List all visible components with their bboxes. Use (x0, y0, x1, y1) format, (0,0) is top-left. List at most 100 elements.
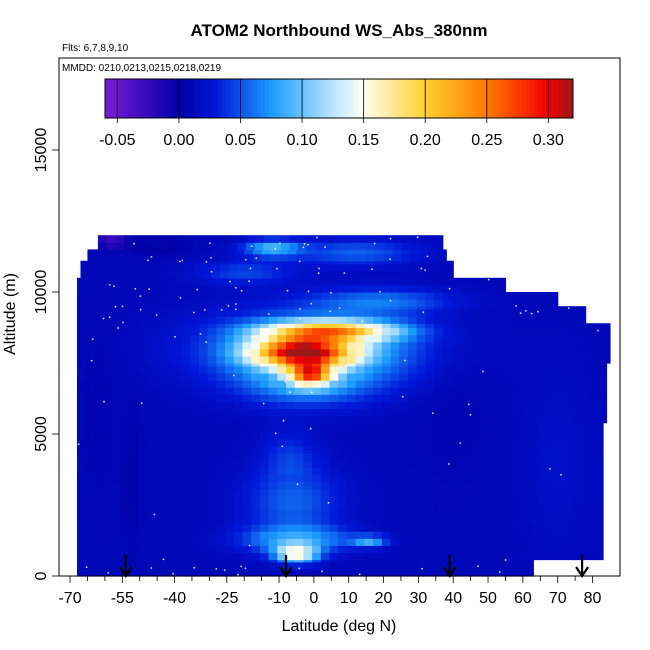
heatmap-cell (251, 348, 261, 357)
heatmap-cell (172, 348, 183, 357)
heatmap-cell (137, 538, 148, 546)
sample-point (318, 267, 320, 270)
colorbar-tick-label: 0.20 (410, 132, 441, 149)
heatmap-cell (233, 460, 244, 468)
heatmap-cell (346, 538, 357, 546)
heatmap-cell (164, 394, 174, 402)
heatmap-cell (207, 509, 217, 518)
heatmap-cell (94, 306, 104, 310)
heatmap-cell (289, 270, 299, 279)
heatmap-cell (286, 327, 296, 336)
heatmap-cell (190, 365, 200, 374)
colorbar-segment (307, 79, 313, 118)
heatmap-cell (268, 401, 278, 410)
heatmap-cell (582, 415, 592, 424)
heatmap-cell (146, 372, 156, 381)
heatmap-cell (373, 380, 383, 388)
heatmap-cell (555, 334, 566, 343)
heatmap-cell (407, 502, 418, 511)
heatmap-cell (390, 323, 400, 329)
heatmap-cell (338, 401, 348, 410)
heatmap-cell (468, 408, 479, 417)
heatmap-cell (259, 355, 270, 364)
heatmap-cell (555, 309, 566, 317)
heatmap-cell (434, 284, 444, 293)
heatmap-cell (346, 509, 357, 518)
heatmap-cell (329, 431, 339, 440)
heatmap-cell (346, 422, 357, 426)
heatmap-cell (242, 488, 252, 497)
heatmap-cell (381, 524, 392, 532)
colorbar-segment (237, 79, 242, 118)
heatmap-cell (582, 306, 587, 310)
heatmap-cell (468, 516, 479, 525)
heatmap-cell (251, 292, 261, 300)
heatmap-cell (181, 408, 191, 417)
heatmap-cell (590, 453, 601, 461)
heatmap-cell (340, 253, 350, 262)
heatmap-cell (355, 394, 365, 402)
heatmap-cell (590, 445, 601, 454)
heatmap-cell (346, 524, 357, 532)
heatmap-cell (146, 422, 156, 426)
heatmap-cell (338, 365, 348, 374)
sample-point (179, 297, 182, 299)
heatmap-cell (219, 260, 230, 265)
heatmap-cell (442, 481, 453, 490)
heatmap-cell (233, 481, 244, 490)
heatmap-cell (555, 495, 566, 504)
heatmap-cell (442, 552, 453, 561)
heatmap-cell (418, 249, 428, 255)
heatmap-cell (158, 263, 169, 272)
heatmap-cell (390, 431, 400, 440)
heatmap-cell (434, 467, 444, 475)
heatmap-cell (216, 559, 226, 563)
heatmap-cell (303, 568, 313, 577)
heatmap-cell (129, 355, 139, 364)
heatmap-cell (564, 552, 574, 561)
heatmap-cell (251, 524, 261, 532)
heatmap-cell (503, 316, 514, 324)
heatmap-cell (120, 363, 130, 367)
heatmap-cell (538, 299, 548, 307)
heatmap-cell (141, 235, 151, 243)
heatmap-cell (416, 415, 426, 424)
heatmap-cell (320, 453, 331, 461)
heatmap-cell (94, 372, 104, 381)
heatmap-cell (294, 292, 305, 300)
heatmap-cell (129, 531, 139, 539)
heatmap-cell (425, 372, 435, 381)
heatmap-cell (341, 270, 352, 279)
heatmap-cell (392, 249, 402, 255)
heatmap-cell (416, 474, 426, 483)
heatmap-cell (512, 422, 522, 426)
heatmap-cell (486, 445, 496, 454)
heatmap-cell (442, 284, 453, 293)
heatmap-cell (190, 495, 200, 504)
heatmap-cell (259, 284, 270, 293)
heatmap-cell (364, 524, 374, 532)
heatmap-cell (346, 323, 357, 329)
heatmap-cell (120, 316, 130, 324)
heatmap-cell (468, 453, 479, 461)
heatmap-cell (390, 341, 400, 350)
heatmap-cell (312, 545, 322, 554)
heatmap-cell (364, 538, 374, 546)
heatmap-cell (111, 424, 122, 433)
heatmap-cell (442, 438, 453, 447)
heatmap-cell (529, 372, 540, 381)
heatmap-cell (407, 460, 418, 468)
heatmap-cell (216, 524, 226, 532)
heatmap-cell (294, 387, 305, 395)
heatmap-cell (503, 524, 514, 532)
heatmap-cell (268, 568, 278, 577)
heatmap-cell (111, 299, 122, 307)
heatmap-cell (303, 552, 313, 561)
sample-point (108, 316, 111, 319)
heatmap-cell (277, 552, 287, 561)
plot-frame (58, 57, 621, 577)
heatmap-cell (181, 363, 191, 367)
heatmap-cell (416, 561, 426, 570)
heatmap-cell (259, 380, 270, 388)
heatmap-cell (242, 327, 252, 336)
